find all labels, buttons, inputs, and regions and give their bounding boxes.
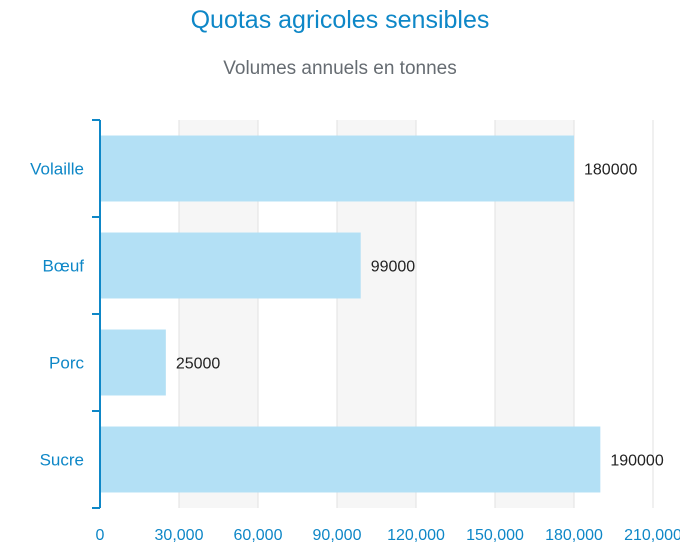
bar-3 [100, 329, 166, 396]
x-tick-label: 120,000 [387, 527, 445, 544]
category-label: Porc [49, 354, 84, 373]
labels: 180000 Volaille 99000 Bœuf 25000 Porc 190000 Su… [30, 160, 680, 545]
x-tick-label: 90,000 [313, 527, 362, 544]
data-label: 190000 [610, 453, 663, 470]
x-tick-label: 30,000 [155, 527, 204, 544]
data-label: 180000 [584, 162, 637, 179]
chart-subtitle: Volumes annuels en tonnes [223, 58, 457, 79]
x-tick-label: 60,000 [234, 527, 283, 544]
bar-2 [100, 232, 361, 299]
x-tick-label: 0 [96, 527, 105, 544]
y-axis [92, 119, 101, 509]
x-tick-label: 150,000 [466, 527, 524, 544]
data-label: 25000 [176, 356, 221, 373]
x-tick-label: 210,000 [624, 527, 680, 544]
bar-1 [100, 135, 574, 202]
category-label: Bœuf [42, 257, 84, 276]
category-label: Sucre [40, 451, 84, 470]
category-label: Volaille [30, 160, 84, 179]
x-tick-label: 180,000 [545, 527, 603, 544]
bars [100, 135, 601, 493]
data-label: 99000 [371, 259, 416, 276]
chart-title: Quotas agricoles sensibles [190, 6, 490, 34]
bar-4 [100, 426, 601, 493]
